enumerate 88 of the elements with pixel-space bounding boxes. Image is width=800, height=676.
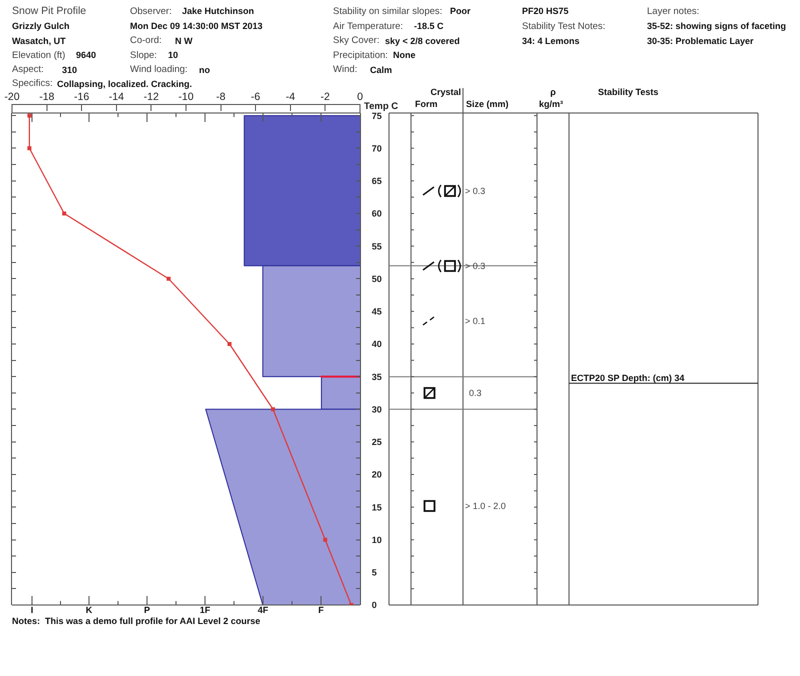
- text: > 0.1: [465, 316, 486, 326]
- text: Layer notes:: [647, 6, 700, 16]
- y-tick-label: 15: [372, 502, 382, 512]
- text: 9640: [76, 50, 96, 60]
- text: Size (mm): [466, 99, 509, 109]
- y-tick-label: 5: [372, 568, 377, 578]
- text: N W: [175, 36, 192, 46]
- point: [228, 342, 232, 346]
- text: > 1.0 - 2.0: [465, 501, 506, 511]
- annotation: 4F: [258, 605, 268, 615]
- text: Elevation (ft): [12, 50, 66, 60]
- y-tick-label: 0: [372, 600, 377, 610]
- x-axis-title: Temp C: [364, 101, 398, 112]
- text: Wind:: [333, 64, 358, 75]
- y-tick-label: 40: [372, 339, 382, 350]
- text: Specifics:: [12, 78, 53, 89]
- y-tick-label: 70: [372, 143, 382, 154]
- x-tick-label: -20: [4, 90, 20, 103]
- text: kg/m³: [539, 99, 564, 109]
- text: Stability on similar slopes:: [333, 6, 442, 16]
- point: [323, 538, 328, 542]
- text: Wasatch, UT: [12, 36, 66, 46]
- point: [27, 146, 32, 150]
- y-tick-label: 65: [372, 176, 382, 186]
- text: None: [393, 50, 416, 60]
- y-tick-label: 50: [372, 274, 382, 284]
- y-tick-label: 30: [372, 404, 382, 414]
- x-tick-label: -8: [216, 90, 226, 103]
- text: Grizzly Gulch: [12, 21, 70, 31]
- x-tick-label: -10: [178, 90, 194, 103]
- x-tick-label: -18: [39, 90, 55, 103]
- text: Wind loading:: [130, 64, 188, 75]
- text: ρ: [550, 87, 556, 97]
- text: 310: [62, 64, 78, 74]
- annotation: I: [30, 605, 34, 615]
- text: This was a demo full profile for AAI Level 2 course: [45, 616, 260, 626]
- annotation: 1F: [200, 605, 210, 615]
- text: Co-ord:: [130, 35, 162, 46]
- y-tick-label: 10: [372, 534, 382, 545]
- text: Slope:: [130, 50, 157, 60]
- point: [166, 276, 171, 281]
- text: 30-35: Problematic Layer: [647, 36, 754, 46]
- y-tick-label: 55: [372, 241, 382, 252]
- x-tick-label: -6: [250, 90, 260, 103]
- text: sky < 2/8 covered: [385, 36, 460, 46]
- x-tick-label: -12: [144, 90, 159, 103]
- text: ECTP20 SP Depth: (cm) 34: [571, 372, 684, 382]
- point: [271, 407, 275, 412]
- chart-title: Snow Pit Profile: [12, 5, 86, 17]
- x-tick-label: 0: [357, 90, 364, 103]
- text: PF20 HS75: [522, 6, 569, 16]
- text: Notes:: [12, 616, 40, 626]
- x-tick-label: -16: [74, 90, 90, 103]
- text: 35-52: showing signs of faceting: [647, 21, 786, 31]
- text: Air Temperature:: [333, 20, 404, 32]
- text: Precipitation:: [333, 50, 388, 60]
- text: Aspect:: [12, 64, 44, 75]
- text: Mon Dec 09 14:30:00 MST 2013: [130, 21, 263, 31]
- text: no: [199, 64, 210, 74]
- text: Stability Test Notes:: [522, 20, 606, 32]
- text: Sky Cover:: [333, 35, 380, 46]
- y-tick-label: 75: [372, 110, 382, 121]
- annotation: F: [318, 605, 324, 615]
- text: > 0.3: [465, 186, 486, 196]
- text: 34: 4 Lemons: [522, 36, 580, 46]
- point: [62, 211, 66, 216]
- text: Jake Hutchinson: [182, 6, 254, 16]
- y-tick-label: 35: [372, 372, 382, 382]
- annotation: K: [86, 605, 92, 615]
- y-tick-label: 60: [372, 208, 382, 219]
- text: Calm: [370, 64, 392, 74]
- text: 10: [168, 50, 178, 60]
- y-tick-label: 45: [372, 306, 382, 317]
- x-tick-label: -4: [286, 90, 296, 103]
- text: Collapsing, localized. Cracking.: [57, 78, 192, 88]
- text: Stability Tests: [598, 87, 658, 97]
- x-tick-label: -14: [108, 90, 124, 103]
- text: Observer:: [130, 6, 172, 16]
- x-tick-label: -2: [320, 90, 330, 103]
- annotation: P: [144, 605, 150, 615]
- text: Crystal: [430, 87, 461, 97]
- text: Poor: [450, 6, 471, 16]
- text: -18.5 C: [414, 21, 444, 31]
- y-tick-label: 25: [372, 437, 382, 448]
- text: Form: [415, 99, 438, 109]
- y-tick-label: 20: [372, 470, 382, 480]
- point: [27, 114, 32, 118]
- text: 0.3: [469, 388, 482, 398]
